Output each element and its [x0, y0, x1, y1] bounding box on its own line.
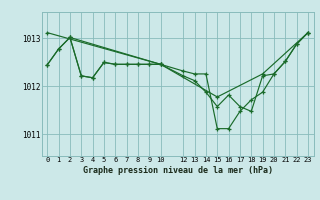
X-axis label: Graphe pression niveau de la mer (hPa): Graphe pression niveau de la mer (hPa): [83, 166, 273, 175]
